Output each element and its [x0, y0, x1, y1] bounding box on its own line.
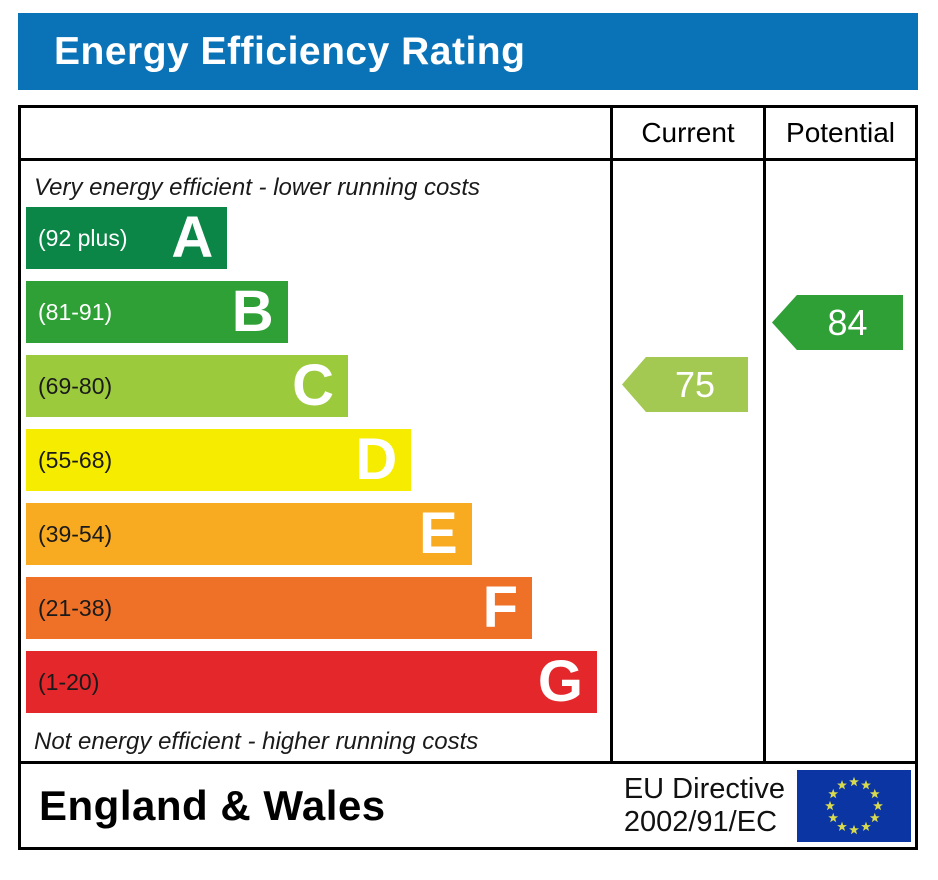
eu-flag-star — [837, 779, 847, 789]
eu-flag-star — [837, 821, 847, 831]
eu-flag-star — [825, 800, 835, 810]
band-letter-B: B — [231, 279, 274, 344]
column-divider-potential — [763, 108, 766, 761]
band-range-label-A: (92 plus) — [38, 224, 128, 251]
band-bar-B: (81-91) B — [26, 281, 288, 343]
band-bar-D: (55-68) D — [26, 427, 412, 492]
column-header-current: Current — [641, 117, 735, 148]
potential-rating-value: 84 — [827, 301, 868, 343]
band-bar-A: (92 plus) A — [26, 205, 228, 270]
band-row-C: (69-80) C — [26, 355, 601, 417]
eu-flag-star — [849, 776, 859, 786]
column-header-potential: Potential — [786, 117, 895, 148]
rating-bands: (92 plus) A (81-91) B (69-80) C (55-68) D (39-54… — [26, 207, 601, 725]
band-bar-E: (39-54) E — [26, 503, 472, 565]
eu-flag-star — [828, 788, 839, 798]
eu-directive-line1: EU Directive — [623, 773, 785, 806]
caption-not-efficient: Not energy efficient - higher running co… — [34, 728, 479, 755]
band-bar-C: (69-80) C — [26, 355, 348, 417]
potential-rating-indicator: 84 — [772, 295, 903, 350]
eu-flag-star — [849, 824, 859, 834]
band-row-B: (81-91) B — [26, 281, 601, 343]
band-range-label-E: (39-54) — [38, 520, 113, 547]
eu-flag-icon — [797, 769, 911, 842]
band-letter-E: E — [418, 501, 458, 566]
band-letter-C: C — [292, 353, 334, 418]
band-bar-F: (21-38) F — [26, 577, 532, 639]
band-range-label-F: (21-38) — [38, 594, 113, 621]
eu-flag-star — [861, 779, 871, 789]
current-rating-value: 75 — [674, 363, 716, 405]
title-bar: Energy Efficiency Rating — [18, 13, 918, 90]
band-letter-A: A — [171, 205, 214, 270]
band-row-A: (92 plus) A — [26, 207, 601, 269]
band-range-label-D: (55-68) — [38, 446, 113, 473]
band-row-E: (39-54) E — [26, 503, 601, 565]
band-bar-G: (1-20) G — [26, 651, 597, 713]
eu-flag-star — [861, 821, 871, 831]
band-range-label-B: (81-91) — [38, 298, 113, 325]
band-letter-F: F — [482, 575, 518, 640]
current-rating-indicator: 75 — [622, 357, 748, 412]
eu-flag-star — [869, 788, 880, 798]
eu-flag-star — [828, 812, 839, 822]
band-letter-D: D — [355, 427, 398, 492]
caption-very-efficient: Very energy efficient - lower running co… — [34, 174, 480, 201]
band-row-F: (21-38) F — [26, 577, 601, 639]
column-divider-current — [610, 108, 613, 761]
table-header-row — [21, 108, 915, 161]
eu-directive-line2: 2002/91/EC — [623, 805, 778, 838]
rating-table: Current Potential Very energy efficient … — [18, 105, 918, 764]
band-range-label-G: (1-20) — [38, 668, 100, 695]
eu-flag-star — [869, 812, 880, 822]
page-title: Energy Efficiency Rating — [54, 29, 526, 73]
band-row-D: (55-68) D — [26, 429, 601, 491]
eu-directive-label: EU Directive 2002/91/EC — [624, 773, 785, 838]
region-label: England & Wales — [39, 781, 386, 829]
footer-bar: England & Wales EU Directive 2002/91/EC — [18, 761, 918, 850]
band-row-G: (1-20) G — [26, 651, 601, 713]
band-range-label-C: (69-80) — [38, 372, 113, 399]
eu-flag-star — [873, 800, 883, 810]
band-letter-G: G — [537, 649, 583, 714]
